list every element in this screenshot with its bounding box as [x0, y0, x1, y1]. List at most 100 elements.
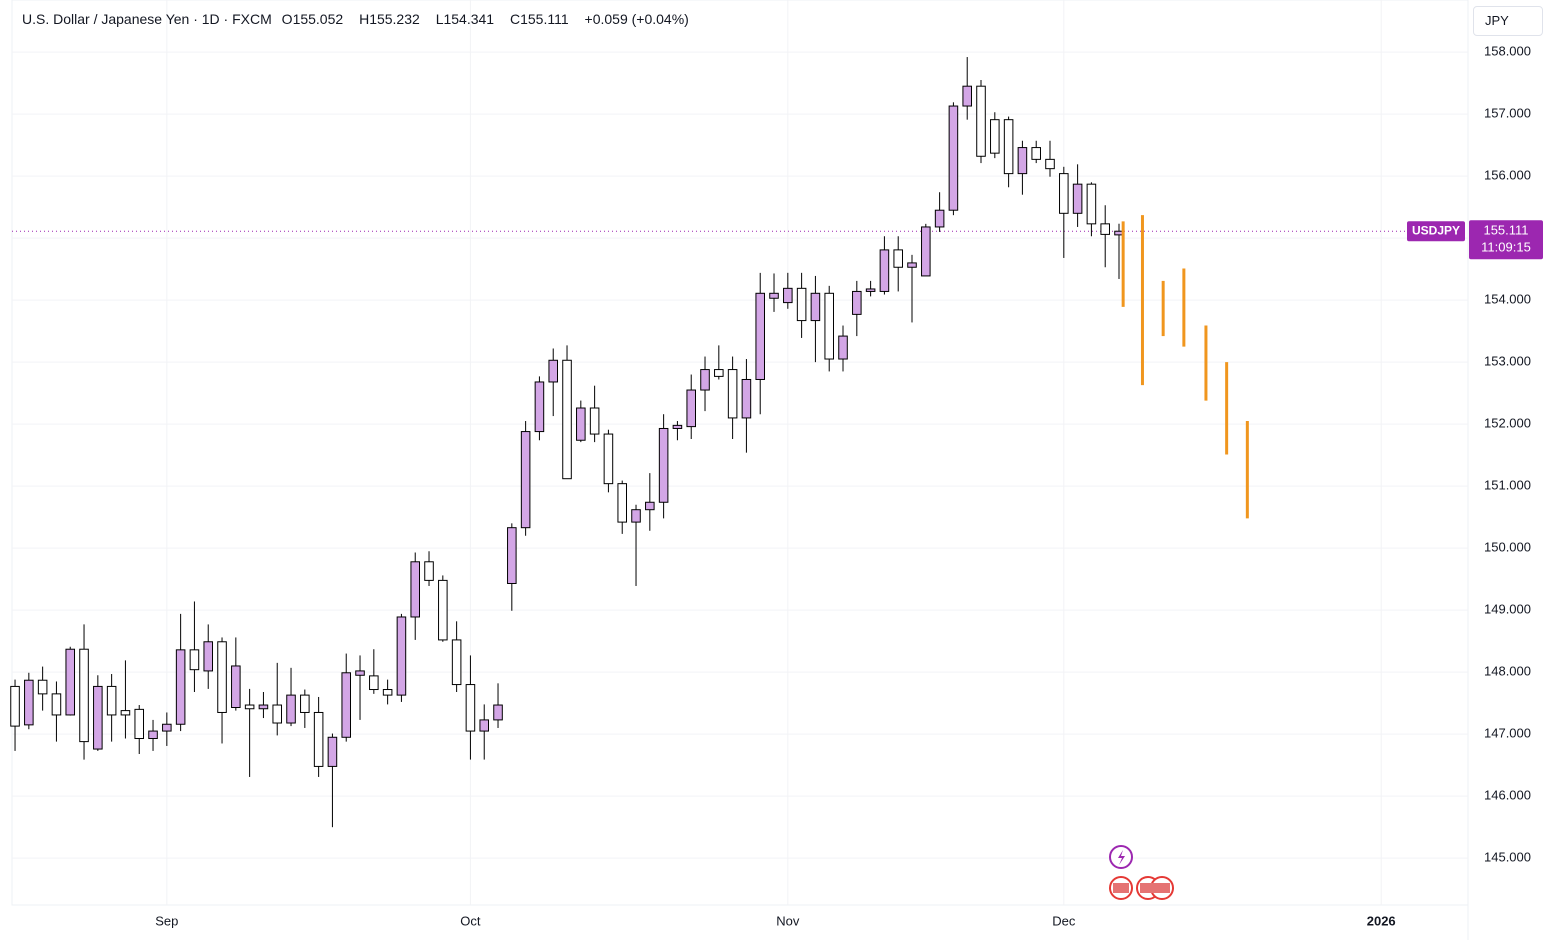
x-tick-label: Oct — [460, 913, 481, 928]
candle-body — [741, 378, 752, 419]
candle-body — [810, 292, 821, 322]
x-tick-label: Sep — [155, 913, 178, 928]
candle-body — [507, 527, 517, 584]
countdown-label: 11:09:15 — [1481, 240, 1531, 255]
ohlc-key: L — [435, 11, 444, 27]
candle-body — [382, 689, 393, 696]
y-tick-label: 158.000 — [1484, 44, 1531, 59]
candle-body — [175, 649, 186, 725]
candle-body — [852, 290, 862, 315]
candle-body — [672, 424, 683, 429]
ohlc-open: O155.052 — [282, 11, 350, 27]
candle-body — [645, 501, 655, 511]
candle-body — [562, 359, 572, 480]
candle-body — [948, 105, 959, 211]
x-tick-label: Nov — [776, 913, 800, 928]
candle-body — [162, 723, 172, 732]
ohlc-value: 155.111 — [520, 11, 569, 27]
ohlc-key: C — [509, 11, 521, 27]
ohlc-key: O — [281, 11, 293, 27]
y-tick-label: 152.000 — [1484, 416, 1531, 431]
candle-body — [51, 693, 62, 716]
candle-body — [313, 711, 324, 767]
candle-body — [410, 561, 421, 618]
candle-body — [438, 579, 448, 641]
candle-body — [589, 407, 600, 435]
y-tick-label: 157.000 — [1484, 106, 1531, 121]
candle-body — [520, 431, 531, 529]
candle-body — [534, 381, 545, 433]
x-tick-label: Dec — [1052, 913, 1076, 928]
candle-body — [37, 679, 48, 695]
x-tick-label: 2026 — [1367, 913, 1396, 928]
candle-body — [1017, 147, 1028, 175]
symbol-header: U.S. Dollar / Japanese Yen · 1D · FXCM O… — [22, 11, 695, 27]
candle-body — [134, 708, 145, 740]
candle-body — [962, 85, 972, 107]
candle-body — [396, 616, 407, 696]
candle-body — [424, 561, 434, 581]
y-tick-label: 145.000 — [1484, 850, 1531, 865]
candle-body — [686, 389, 696, 428]
candle-body — [1072, 183, 1083, 214]
ohlc-close: C155.111 — [510, 11, 575, 27]
candle-body — [1059, 173, 1069, 214]
candle-body — [838, 335, 848, 360]
candle-body — [106, 685, 117, 716]
y-tick-label: 148.000 — [1484, 664, 1531, 679]
y-tick-label: 149.000 — [1484, 602, 1531, 617]
candle-body — [617, 483, 627, 523]
candle-body — [796, 287, 807, 322]
candle-body — [1045, 158, 1055, 170]
candle-body — [548, 359, 558, 383]
candle-body — [865, 288, 876, 292]
candle-body — [990, 119, 1000, 154]
price-label: 155.111 — [1483, 223, 1528, 238]
ohlc-value: 154.341 — [443, 11, 495, 27]
candle-body — [1086, 183, 1097, 225]
candle-body — [879, 249, 890, 292]
candle-body — [231, 665, 241, 709]
candle-body — [341, 672, 352, 738]
candle-body — [824, 292, 834, 360]
candle-body — [921, 226, 931, 277]
symbol-badge — [1407, 221, 1465, 242]
ohlc-low: L154.341 — [436, 11, 500, 27]
y-tick-label: 154.000 — [1484, 292, 1531, 307]
candle-body — [355, 670, 365, 676]
plot-layer — [10, 0, 1468, 905]
currency-button[interactable]: JPY — [1473, 6, 1543, 36]
candle-body — [286, 694, 296, 724]
candle-body — [1100, 223, 1110, 235]
candle-body — [1003, 119, 1014, 175]
candle-body — [465, 684, 476, 732]
candle-body — [714, 369, 724, 377]
candle-body — [493, 704, 503, 721]
y-tick-label: 156.000 — [1484, 168, 1531, 183]
candle-body — [272, 704, 283, 724]
symbol-label: USDJPY — [1412, 223, 1460, 237]
candle-body — [79, 648, 89, 743]
candle-body — [1031, 147, 1041, 160]
candle-body — [65, 648, 76, 716]
candle-body — [258, 704, 269, 710]
candle-body — [189, 649, 200, 671]
candle-body — [327, 736, 338, 767]
event-icons — [1109, 845, 1174, 900]
candle-body — [603, 433, 614, 485]
candle-body — [893, 249, 903, 268]
candle-body — [907, 262, 917, 268]
candle-body — [700, 369, 710, 391]
ohlc-value: 155.052 — [292, 11, 344, 27]
candle-body — [658, 427, 669, 503]
candle-body — [369, 675, 379, 691]
ohlc-key: H — [359, 11, 370, 27]
change: +0.059 (+0.04%) — [584, 11, 689, 27]
candle-body — [783, 287, 793, 304]
y-tick-label: 146.000 — [1484, 788, 1531, 803]
candle-body — [769, 292, 779, 299]
candle-body — [479, 719, 490, 732]
candle-body — [300, 694, 310, 713]
